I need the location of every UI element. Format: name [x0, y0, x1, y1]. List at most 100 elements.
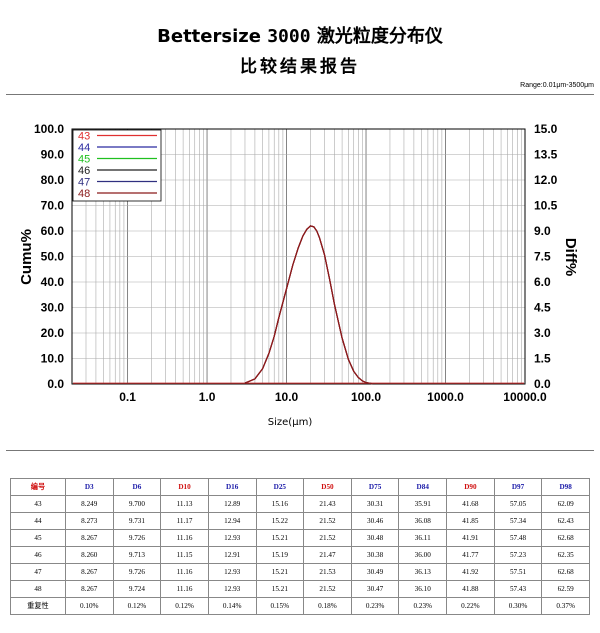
y-axis-label-right: Diff%	[562, 238, 579, 276]
table-cell: 57.43	[493, 580, 543, 598]
table-cell: 41.92	[446, 563, 495, 581]
table-cell: 62.09	[541, 495, 590, 513]
top-divider	[6, 94, 594, 95]
table-cell: 57.34	[493, 512, 543, 530]
table-header-cell: D97	[493, 478, 543, 496]
table-header-row: 编号 D3 D6 D10 D16 D25 D50 D75 D84 D90 D97 D98	[10, 478, 590, 496]
legend-label: 47	[78, 177, 90, 189]
table-cell: 8.267	[64, 563, 114, 581]
y-tick-label-left: 50.0	[41, 250, 65, 264]
table-cell: 15.22	[255, 512, 305, 530]
y-tick-label-left: 90.0	[41, 148, 65, 162]
table-header-cell: D90	[446, 478, 495, 496]
table-header-cell: D16	[207, 478, 257, 496]
plot-frame	[71, 128, 526, 385]
table-cell: 21.47	[303, 546, 352, 564]
legend-label: 46	[78, 165, 90, 177]
table-cell: 41.77	[446, 546, 495, 564]
y-tick-label-left: 100.0	[34, 122, 64, 136]
table-cell: 62.68	[541, 563, 590, 581]
table-cell: 41.91	[446, 529, 495, 547]
table-cell: 8.260	[64, 546, 114, 564]
y-tick-label-right: 3.0	[534, 326, 551, 340]
table-cell: 8.267	[64, 529, 114, 547]
y-tick-label-right: 0.0	[534, 377, 551, 391]
y-tick-label-right: 9.0	[534, 224, 551, 238]
table-row: 43 8.249 9.700 11.13 12.89 15.16 21.43 30.31 35.…	[10, 495, 590, 513]
table-header-cell: D25	[255, 478, 305, 496]
y-tick-label-right: 7.5	[534, 250, 551, 264]
table-cell: 15.19	[255, 546, 305, 564]
table-cell: 11.13	[160, 495, 209, 513]
table-cell: 57.48	[493, 529, 543, 547]
table-header-cell: D3	[64, 478, 114, 496]
legend-label: 45	[78, 154, 90, 166]
table-cell: 15.21	[255, 563, 305, 581]
table-cell: 57.05	[493, 495, 543, 513]
series-line-48	[244, 225, 373, 385]
table-cell: 47	[10, 563, 66, 581]
y-tick-label-right: 10.5	[534, 199, 558, 213]
table-row: 48 8.267 9.724 11.16 12.93 15.21 21.52 30.47 36.…	[10, 580, 590, 598]
y-tick-label-left: 70.0	[41, 199, 65, 213]
table-cell: 57.51	[493, 563, 543, 581]
table-cell: 8.267	[64, 580, 114, 598]
x-tick-label: 10.0	[275, 390, 299, 404]
y-tick-label-left: 0.0	[47, 377, 64, 391]
product-name: 激光粒度分布仪	[310, 26, 443, 47]
legend-label: 43	[78, 131, 90, 143]
x-tick-label: 10000.0	[503, 390, 547, 404]
table-cell: 21.52	[303, 529, 352, 547]
table-cell: 41.85	[446, 512, 495, 530]
brand-name: Bettersize	[157, 26, 261, 47]
report-subtitle: 比较结果报告	[240, 57, 360, 77]
table-cell: 9.726	[112, 563, 162, 581]
table-cell: 30.38	[350, 546, 400, 564]
table-cell: 30.46	[350, 512, 400, 530]
table-cell: 0.22%	[446, 597, 495, 615]
table-cell: 0.10%	[64, 597, 114, 615]
table-cell: 21.52	[303, 512, 352, 530]
x-tick-label: 1000.0	[427, 390, 464, 404]
table-cell: 11.16	[160, 563, 209, 581]
table-cell: 0.14%	[207, 597, 257, 615]
table-cell: 9.731	[112, 512, 162, 530]
table-cell: 57.23	[493, 546, 543, 564]
table-cell: 21.43	[303, 495, 352, 513]
table-cell: 12.93	[207, 580, 257, 598]
series-line-43	[244, 225, 373, 385]
bottom-divider	[6, 450, 594, 451]
table-row: 46 8.260 9.713 11.15 12.91 15.19 21.47 30.38 36.…	[10, 546, 590, 564]
table-cell: 62.68	[541, 529, 590, 547]
table-cell: 12.93	[207, 529, 257, 547]
table-row: 重复性 0.10% 0.12% 0.12% 0.14% 0.15% 0.18% 0.23% 0.…	[10, 597, 590, 615]
table-cell: 8.249	[64, 495, 114, 513]
table-cell: 30.47	[350, 580, 400, 598]
table-cell: 44	[10, 512, 66, 530]
x-tick-label: 100.0	[351, 390, 381, 404]
y-tick-label-left: 60.0	[41, 224, 65, 238]
table-cell: 重复性	[10, 597, 66, 615]
table-cell: 15.21	[255, 580, 305, 598]
table-cell: 43	[10, 495, 66, 513]
table-cell: 12.93	[207, 563, 257, 581]
table-header-cell: D98	[541, 478, 590, 496]
x-tick-label: 0.1	[119, 390, 136, 404]
table-header-cell: D10	[160, 478, 209, 496]
table-cell: 8.273	[64, 512, 114, 530]
table-cell: 48	[10, 580, 66, 598]
table-cell: 30.48	[350, 529, 400, 547]
table-cell: 0.23%	[350, 597, 400, 615]
table-cell: 41.88	[446, 580, 495, 598]
table-cell: 36.10	[398, 580, 448, 598]
range-label: Range:0.01μm-3500μm	[520, 82, 594, 89]
table-header-cell: D75	[350, 478, 400, 496]
table-cell: 12.91	[207, 546, 257, 564]
table-row: 47 8.267 9.726 11.16 12.93 15.21 21.53 30.49 36.…	[10, 563, 590, 581]
series-line-47	[244, 225, 373, 385]
y-tick-label-left: 30.0	[41, 301, 65, 315]
table-cell: 9.700	[112, 495, 162, 513]
table-cell: 35.91	[398, 495, 448, 513]
y-tick-label-left: 80.0	[41, 173, 65, 187]
particle-size-chart: 0.0 10.0 20.0 30.0 40.0 50.0 60.0 70.0 80.0 90.0 1…	[18, 122, 579, 428]
